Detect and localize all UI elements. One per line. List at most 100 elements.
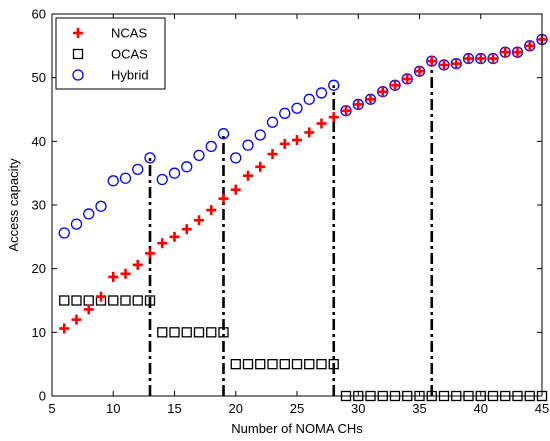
legend-entry-ocas: OCAS bbox=[72, 47, 148, 62]
legend-label-hybrid: Hybrid bbox=[111, 68, 149, 83]
ncas-point bbox=[328, 112, 339, 123]
x-tick-label: 5 bbox=[48, 401, 55, 416]
y-tick-label: 20 bbox=[32, 261, 46, 276]
x-axis-label: Number of NOMA CHs bbox=[231, 421, 363, 436]
ocas-point bbox=[157, 327, 168, 338]
hybrid-point bbox=[230, 152, 242, 164]
ocas-point bbox=[206, 327, 217, 338]
ncas-point bbox=[316, 118, 327, 129]
hybrid-point bbox=[315, 87, 328, 99]
y-tick-label: 30 bbox=[32, 198, 46, 213]
ncas-point bbox=[524, 40, 535, 51]
hybrid-point bbox=[217, 128, 230, 140]
hybrid-point bbox=[254, 129, 266, 141]
ocas-point bbox=[71, 295, 82, 306]
ncas-point bbox=[71, 314, 82, 325]
y-axis-label: Access capacity bbox=[6, 158, 21, 252]
ncas-point bbox=[157, 238, 168, 249]
ncas-point bbox=[108, 271, 119, 282]
hybrid-point bbox=[107, 175, 119, 187]
hybrid-point bbox=[291, 102, 303, 114]
ocas-point bbox=[242, 359, 254, 370]
legend-entry-ncas: NCAS bbox=[73, 26, 147, 41]
ncas-point bbox=[96, 291, 106, 302]
hybrid-point bbox=[83, 208, 95, 220]
ocas-point bbox=[316, 359, 327, 370]
hybrid-point bbox=[58, 227, 70, 239]
ocas-point bbox=[304, 359, 315, 370]
legend-entries: NCAS OCAS Hybrid bbox=[72, 26, 149, 83]
hybrid-point bbox=[242, 139, 254, 151]
ncas-point bbox=[475, 53, 486, 64]
marks-layer bbox=[58, 33, 548, 402]
legend: NCAS OCAS Hybrid bbox=[55, 17, 166, 90]
ncas-point bbox=[206, 205, 217, 216]
ncas-point bbox=[414, 66, 425, 77]
ncas-point bbox=[341, 105, 351, 116]
ncas-point bbox=[500, 47, 511, 58]
ocas-point bbox=[255, 359, 266, 370]
legend-marker-ncas bbox=[73, 28, 83, 38]
hybrid-point bbox=[70, 218, 83, 230]
ocas-point bbox=[169, 327, 180, 338]
y-tick-label: 0 bbox=[39, 389, 46, 404]
ocas-point bbox=[193, 327, 205, 338]
ncas-point bbox=[243, 170, 253, 181]
ncas-point bbox=[267, 149, 278, 160]
ncas-point bbox=[426, 56, 437, 67]
ncas-point bbox=[132, 259, 143, 270]
ncas-point bbox=[451, 58, 462, 69]
ocas-point bbox=[181, 327, 192, 338]
x-tick-label: 20 bbox=[229, 401, 243, 416]
hybrid-point bbox=[266, 116, 279, 128]
ncas-point bbox=[402, 73, 413, 84]
ocas-point bbox=[144, 295, 156, 306]
ocas-point bbox=[291, 359, 303, 370]
ncas-point bbox=[439, 59, 449, 70]
y-tick-label: 40 bbox=[32, 134, 46, 149]
hybrid-point bbox=[279, 107, 291, 119]
ncas-point bbox=[463, 53, 474, 64]
ncas-point bbox=[230, 184, 241, 195]
legend-entry-hybrid: Hybrid bbox=[72, 68, 149, 83]
x-tick-label: 35 bbox=[412, 401, 426, 416]
ncas-point bbox=[181, 224, 192, 235]
hybrid-point bbox=[181, 161, 193, 173]
ncas-point bbox=[365, 94, 376, 105]
hybrid-point bbox=[119, 172, 132, 184]
ocas-point bbox=[120, 295, 131, 306]
hybrid-point bbox=[303, 93, 315, 105]
legend-marker-hybrid bbox=[72, 69, 84, 81]
y-tick-label: 60 bbox=[32, 7, 46, 22]
hybrid-point bbox=[328, 79, 340, 91]
ncas-point bbox=[218, 193, 229, 204]
annotations-layer bbox=[148, 61, 434, 396]
hybrid-point bbox=[132, 163, 144, 175]
series-ncas bbox=[59, 34, 547, 334]
ocas-point bbox=[59, 295, 70, 306]
ocas-point bbox=[328, 359, 339, 370]
ncas-point bbox=[292, 135, 302, 146]
x-tick-label: 40 bbox=[474, 401, 488, 416]
ncas-point bbox=[353, 99, 364, 110]
ncas-point bbox=[279, 138, 290, 149]
x-tick-label: 30 bbox=[351, 401, 365, 416]
ocas-point bbox=[132, 295, 143, 306]
ncas-point bbox=[377, 86, 388, 97]
x-tick-label: 10 bbox=[106, 401, 120, 416]
ncas-point bbox=[59, 323, 70, 334]
ocas-point bbox=[267, 359, 278, 370]
ncas-point bbox=[390, 80, 400, 91]
ocas-point bbox=[218, 327, 229, 338]
ticks-layer: 5 10 15 20 25 30 35 40 45 0 10 20 30 40 50 60 bbox=[32, 7, 550, 417]
hybrid-point bbox=[95, 200, 107, 212]
ocas-point bbox=[279, 359, 290, 370]
hybrid-point bbox=[156, 173, 168, 186]
ncas-point bbox=[145, 248, 155, 259]
y-tick-label: 50 bbox=[32, 70, 46, 85]
y-tick-label: 10 bbox=[32, 325, 46, 340]
ncas-point bbox=[512, 47, 523, 58]
ncas-point bbox=[83, 304, 94, 315]
ncas-point bbox=[255, 161, 266, 172]
hybrid-point bbox=[193, 149, 205, 161]
